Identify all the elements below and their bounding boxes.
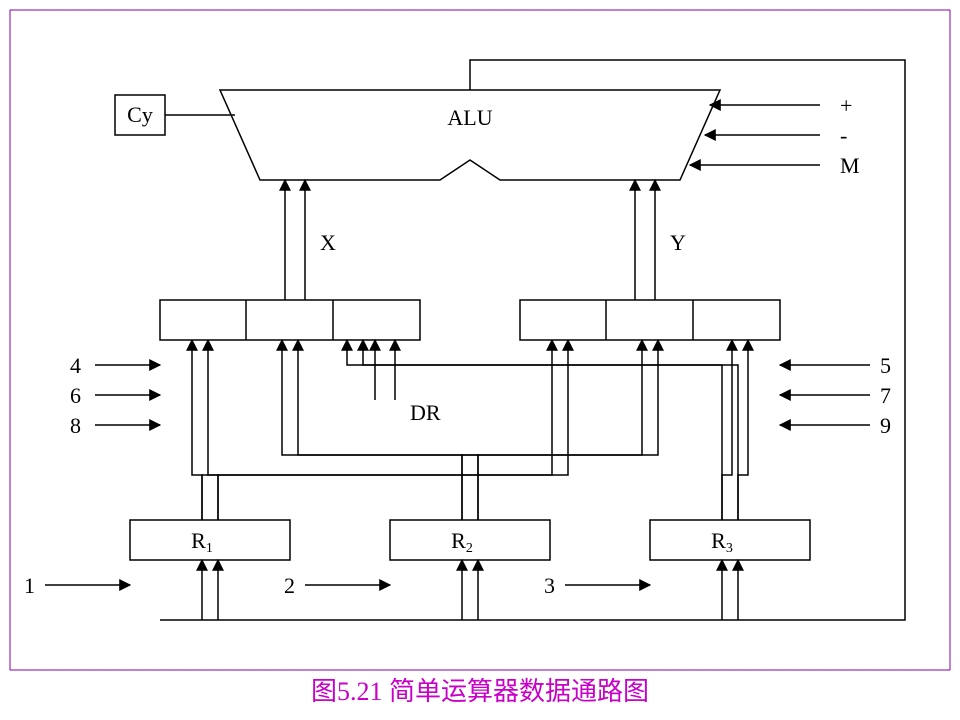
ctrl-2: 2 [284, 573, 295, 598]
op-label-0: + [840, 93, 852, 118]
ctrl-4: 4 [70, 353, 81, 378]
dr-label: DR [410, 400, 441, 425]
mux-right [520, 300, 780, 340]
ctrl-6: 6 [70, 383, 81, 408]
alu-label: ALU [447, 105, 492, 130]
cy-label: Cy [127, 102, 153, 127]
ctrl-3: 3 [544, 573, 555, 598]
ctrl-8: 8 [70, 413, 81, 438]
alu-block [220, 90, 720, 180]
figure-caption: 图5.21 简单运算器数据通路图 [311, 677, 649, 706]
mux-left [160, 300, 420, 340]
op-label-1: - [840, 123, 847, 148]
ctrl-5: 5 [880, 353, 891, 378]
ctrl-7: 7 [880, 383, 891, 408]
ctrl-9: 9 [880, 413, 891, 438]
ctrl-1: 1 [24, 573, 35, 598]
x-label: X [320, 230, 336, 255]
op-label-2: M [840, 153, 860, 178]
y-label: Y [670, 230, 686, 255]
